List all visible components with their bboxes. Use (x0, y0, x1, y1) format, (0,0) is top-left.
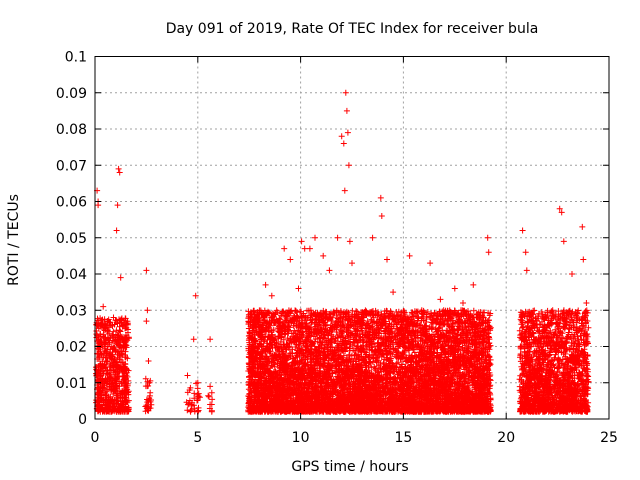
data-point (96, 354, 103, 361)
data-point (95, 325, 102, 332)
data-point (99, 381, 106, 387)
data-point (111, 359, 118, 366)
data-point (111, 345, 118, 351)
data-point (109, 337, 116, 344)
data-point (110, 328, 117, 335)
data-point (109, 403, 116, 410)
data-point (100, 331, 107, 338)
data-point (98, 339, 105, 346)
data-point (117, 328, 124, 335)
data-points (93, 89, 592, 415)
data-point (112, 348, 119, 355)
data-point (108, 367, 115, 373)
data-point (122, 325, 128, 332)
data-point (97, 331, 104, 337)
data-point (184, 407, 191, 414)
data-point (123, 335, 130, 342)
data-point (119, 367, 126, 374)
data-point (99, 405, 106, 411)
data-point (108, 343, 115, 350)
data-point (116, 369, 123, 376)
data-point (122, 366, 129, 373)
data-point (187, 408, 194, 414)
data-point (110, 407, 117, 414)
data-point (195, 404, 202, 411)
data-point (112, 371, 119, 378)
data-point (95, 346, 102, 353)
data-point (98, 317, 105, 324)
data-point (124, 380, 131, 387)
grid-lines (95, 56, 609, 419)
data-point (125, 404, 132, 411)
data-point (205, 392, 212, 399)
data-point (108, 387, 115, 394)
data-point (125, 367, 132, 374)
data-point (114, 332, 121, 338)
data-point (110, 391, 117, 397)
data-point (122, 394, 129, 401)
data-point (96, 342, 103, 349)
data-point (113, 408, 120, 415)
data-point (122, 315, 129, 322)
data-point (119, 333, 125, 340)
data-point (208, 408, 215, 415)
data-point (186, 397, 193, 404)
data-point (104, 405, 111, 412)
data-point (97, 320, 103, 327)
data-point (93, 364, 100, 371)
data-point (117, 339, 124, 345)
data-point (206, 393, 212, 400)
data-point (97, 362, 104, 369)
data-point (105, 341, 112, 348)
data-point (101, 361, 108, 368)
data-point (124, 373, 131, 380)
data-point (145, 382, 152, 389)
data-point (109, 323, 116, 329)
data-point (102, 378, 109, 385)
data-point (191, 390, 198, 397)
data-point (113, 384, 120, 390)
data-point (116, 343, 123, 349)
data-point (108, 377, 115, 384)
data-point (121, 406, 128, 413)
data-point (107, 319, 114, 326)
data-point (101, 334, 107, 341)
data-point (106, 371, 113, 378)
data-point (120, 377, 127, 383)
data-point (107, 352, 114, 359)
data-point (194, 385, 201, 392)
data-point (122, 354, 129, 361)
data-point (119, 388, 125, 395)
data-point (105, 370, 112, 377)
data-point (94, 404, 101, 410)
data-point (119, 394, 126, 400)
data-point (101, 316, 108, 323)
data-point (120, 348, 126, 354)
data-point (209, 396, 216, 403)
data-point (185, 400, 192, 407)
data-point (113, 327, 120, 334)
data-point (125, 397, 132, 404)
data-point (99, 368, 106, 375)
data-point (142, 375, 149, 382)
data-point (99, 406, 106, 413)
data-point (117, 407, 124, 414)
data-point (117, 359, 124, 366)
data-point (208, 389, 215, 396)
data-point (115, 363, 122, 370)
data-point (94, 394, 101, 401)
data-point (113, 317, 120, 324)
